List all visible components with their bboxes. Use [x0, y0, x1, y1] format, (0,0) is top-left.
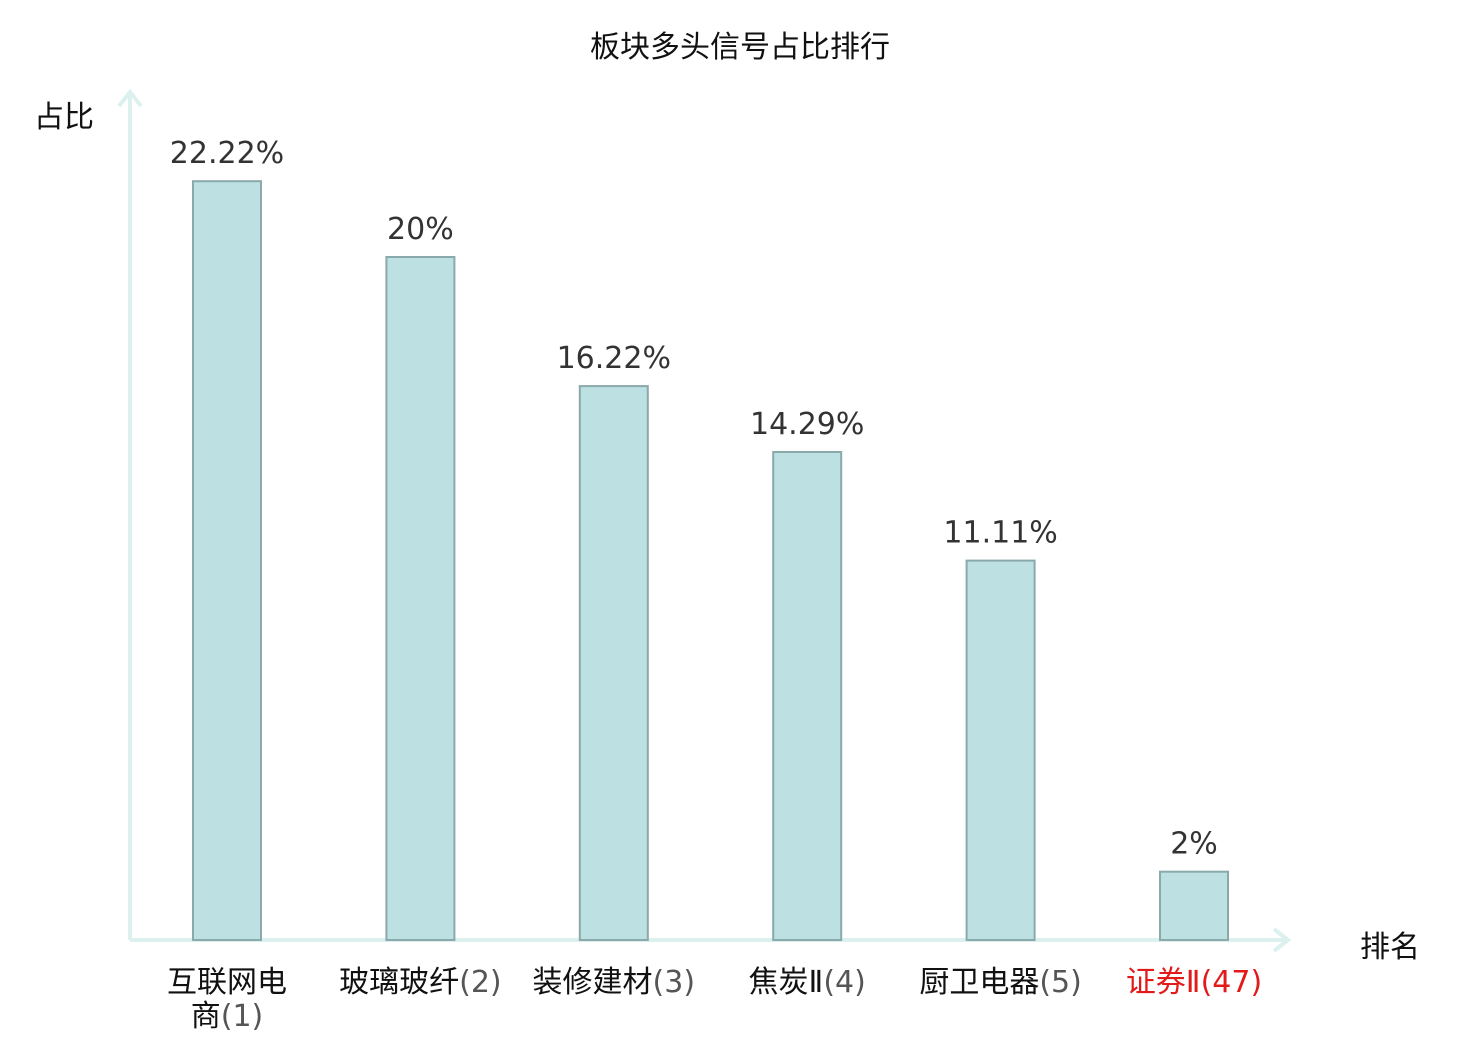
- bar-4: [772, 451, 843, 941]
- tick-name: 厨卫电器: [919, 965, 1040, 1000]
- data-label-4: 14.29%: [750, 407, 864, 442]
- data-label-6: 2%: [1170, 827, 1218, 862]
- tick-line: 焦炭Ⅱ(4): [712, 966, 902, 1000]
- x-tick-label-4: 焦炭Ⅱ(4): [712, 966, 902, 1000]
- data-labels: 22.22% 20% 16.22% 14.29% 11.11% 2%: [170, 136, 1218, 862]
- data-label-5: 11.11%: [943, 516, 1057, 551]
- tick-line: 厨卫电器(5): [906, 966, 1096, 1000]
- data-label-2: 20%: [387, 212, 454, 247]
- tick-line: 互联网电: [132, 966, 322, 1000]
- bar-3: [578, 385, 649, 942]
- bar-2: [385, 256, 456, 941]
- x-tick-label-6: 证券Ⅱ(47): [1099, 966, 1289, 1000]
- x-axis-arrow: [1272, 927, 1292, 953]
- x-tick-label-3: 装修建材(3): [519, 966, 709, 1000]
- tick-name-cont: 商: [190, 999, 221, 1034]
- tick-rank: (1): [220, 999, 264, 1034]
- tick-rank: (3): [652, 965, 696, 1000]
- axes: [117, 88, 1292, 953]
- y-axis-arrow: [117, 88, 143, 108]
- data-label-1: 22.22%: [170, 136, 284, 171]
- chart-title: 板块多头信号占比排行: [590, 30, 890, 65]
- x-tick-label-5: 厨卫电器(5): [906, 966, 1096, 1000]
- tick-name: 证券Ⅱ: [1125, 965, 1201, 1000]
- tick-name: 焦炭Ⅱ: [748, 965, 824, 1000]
- tick-line: 玻璃玻纤(2): [325, 966, 515, 1000]
- tick-name: 装修建材: [532, 965, 653, 1000]
- y-axis-label: 占比: [34, 100, 94, 135]
- bars: [192, 180, 1229, 942]
- tick-name: 玻璃玻纤: [339, 965, 460, 1000]
- x-tick-label-1: 互联网电 商(1): [132, 966, 322, 1034]
- tick-line: 装修建材(3): [519, 966, 709, 1000]
- tick-name: 互联网电: [167, 965, 287, 1000]
- x-axis-label: 排名: [1360, 930, 1420, 965]
- data-label-3: 16.22%: [557, 341, 671, 376]
- x-tick-label-2: 玻璃玻纤(2): [325, 966, 515, 1000]
- bar-5: [965, 559, 1036, 941]
- tick-rank: (47): [1200, 965, 1263, 1000]
- tick-line: 商(1): [132, 1000, 322, 1034]
- tick-rank: (2): [459, 965, 502, 1000]
- tick-rank: (4): [823, 965, 866, 1000]
- bar-1: [192, 180, 262, 941]
- tick-rank: (5): [1039, 965, 1082, 1000]
- bar-6: [1159, 870, 1229, 942]
- tick-line: 证券Ⅱ(47): [1099, 966, 1289, 1000]
